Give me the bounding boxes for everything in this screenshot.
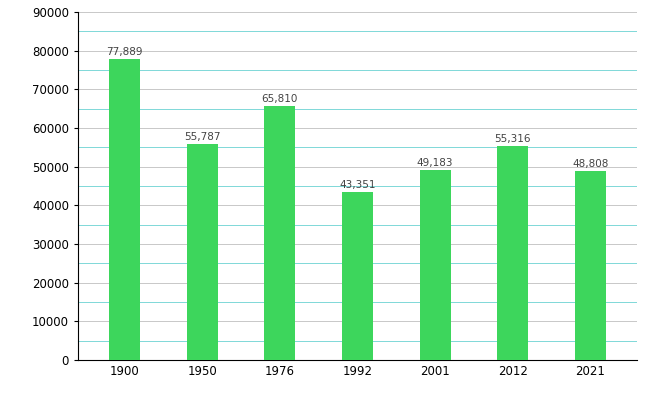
Bar <box>497 146 528 360</box>
Text: 48,808: 48,808 <box>572 159 608 169</box>
Text: 55,316: 55,316 <box>495 134 531 144</box>
Bar <box>109 59 140 360</box>
Text: 65,810: 65,810 <box>262 94 298 104</box>
Bar <box>420 170 450 360</box>
Text: 55,787: 55,787 <box>184 132 220 142</box>
Text: 43,351: 43,351 <box>339 180 376 190</box>
Text: 77,889: 77,889 <box>107 47 143 57</box>
Text: 49,183: 49,183 <box>417 158 454 168</box>
Bar <box>342 192 373 360</box>
Bar <box>187 144 218 360</box>
Bar <box>265 106 295 360</box>
Bar <box>575 171 606 360</box>
